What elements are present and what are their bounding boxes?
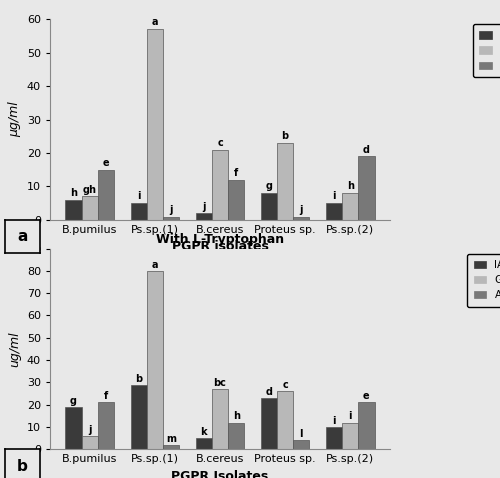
Text: a: a — [152, 18, 158, 28]
Bar — [196, 438, 212, 449]
Text: g: g — [70, 396, 77, 406]
Text: a: a — [18, 229, 28, 244]
Text: e: e — [363, 391, 370, 402]
Text: e: e — [103, 158, 110, 168]
Bar — [66, 200, 82, 220]
Text: i: i — [348, 412, 352, 422]
Text: gh: gh — [83, 185, 97, 195]
Bar — [358, 402, 374, 449]
Text: b: b — [135, 373, 142, 383]
Text: j: j — [202, 202, 205, 211]
Bar — [196, 213, 212, 220]
Text: k: k — [200, 427, 207, 437]
Text: a: a — [152, 260, 158, 270]
Legend: IAA, GA, ABA: IAA, GA, ABA — [473, 24, 500, 77]
Text: j: j — [88, 425, 92, 435]
Bar — [260, 193, 277, 220]
Text: f: f — [104, 391, 108, 402]
Bar — [98, 170, 114, 220]
Bar — [293, 440, 310, 449]
Legend: IAAT, GAT, ABAT: IAAT, GAT, ABAT — [468, 254, 500, 307]
Bar — [163, 445, 180, 449]
Bar — [326, 203, 342, 220]
Bar — [342, 423, 358, 449]
Bar — [147, 271, 163, 449]
Text: d: d — [363, 145, 370, 155]
Text: b: b — [282, 131, 288, 141]
Bar — [66, 407, 82, 449]
Y-axis label: μg/ml: μg/ml — [8, 102, 22, 137]
X-axis label: PGPR Isolates: PGPR Isolates — [172, 470, 268, 478]
Text: g: g — [266, 182, 272, 192]
Text: l: l — [300, 429, 303, 439]
Bar — [130, 385, 147, 449]
Bar — [98, 402, 114, 449]
Bar — [212, 150, 228, 220]
Title: With L-Tryptophan: With L-Tryptophan — [156, 233, 284, 246]
Text: f: f — [234, 168, 238, 178]
Text: j: j — [300, 205, 303, 215]
Bar — [342, 193, 358, 220]
Text: j: j — [170, 205, 173, 215]
Bar — [228, 180, 244, 220]
Bar — [147, 29, 163, 220]
Text: c: c — [217, 138, 223, 148]
Bar — [212, 389, 228, 449]
Text: c: c — [282, 380, 288, 390]
Bar — [326, 427, 342, 449]
Text: i: i — [332, 192, 336, 202]
Y-axis label: ug/ml: ug/ml — [8, 331, 22, 367]
Text: i: i — [332, 416, 336, 426]
Text: bc: bc — [214, 378, 226, 388]
Text: b: b — [17, 458, 28, 474]
Bar — [277, 391, 293, 449]
Bar — [130, 203, 147, 220]
Bar — [82, 436, 98, 449]
Bar — [277, 143, 293, 220]
Text: h: h — [346, 182, 354, 192]
Text: i: i — [137, 192, 140, 202]
Bar — [82, 196, 98, 220]
X-axis label: PGPR isolates: PGPR isolates — [172, 240, 268, 253]
Bar — [293, 217, 310, 220]
Bar — [358, 156, 374, 220]
Bar — [228, 423, 244, 449]
Bar — [260, 398, 277, 449]
Text: h: h — [70, 188, 77, 198]
Text: m: m — [166, 434, 176, 444]
Bar — [163, 217, 180, 220]
Text: h: h — [233, 412, 240, 422]
Text: d: d — [266, 387, 272, 397]
